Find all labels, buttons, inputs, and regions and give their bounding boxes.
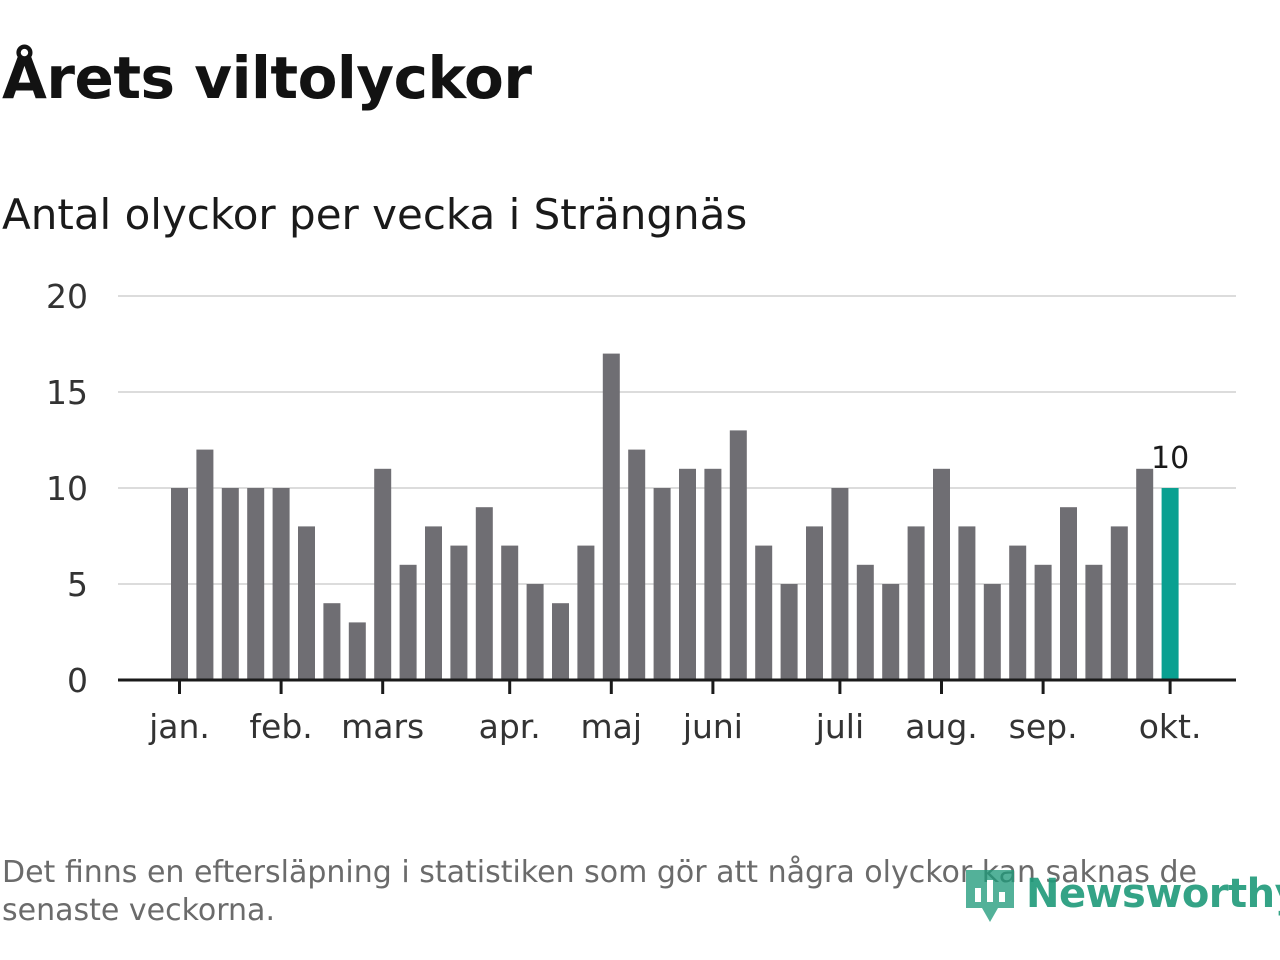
bar — [1085, 564, 1103, 680]
bar — [882, 584, 900, 680]
bar — [552, 603, 569, 680]
x-tick-label: maj — [581, 707, 643, 746]
bar — [450, 545, 468, 680]
bar — [399, 564, 417, 680]
bar — [933, 468, 950, 680]
x-tick-label: aug. — [905, 707, 978, 746]
bar — [653, 488, 671, 680]
bar — [679, 468, 696, 680]
y-tick-label: 5 — [67, 565, 88, 604]
bar — [958, 526, 976, 680]
bar — [1110, 526, 1128, 680]
bar — [298, 526, 315, 680]
bar — [729, 430, 747, 680]
bar — [272, 488, 290, 680]
bar — [856, 564, 874, 680]
bar — [425, 526, 442, 680]
x-tick-label: sep. — [1009, 707, 1078, 746]
y-tick-label: 0 — [67, 661, 88, 700]
bar — [374, 468, 392, 680]
bar — [577, 545, 595, 680]
x-tick-label: feb. — [249, 707, 312, 746]
bar-chart: 0 5 10 15 20 jan. feb. mars apr. maj juni juli aug.… — [46, 277, 1236, 746]
y-tick-label: 20 — [46, 277, 88, 316]
y-axis-ticks: 0 5 10 15 20 — [46, 277, 88, 700]
bar — [755, 545, 773, 680]
bar — [704, 468, 722, 680]
bar — [501, 545, 519, 680]
chart-title: Årets viltolyckor — [2, 44, 532, 112]
x-tick-label: jan. — [148, 707, 210, 746]
newsworthy-logo: Newsworthy — [964, 862, 1280, 926]
y-tick-label: 15 — [46, 373, 88, 412]
bar — [196, 449, 214, 680]
bar — [1009, 545, 1027, 680]
bar — [348, 622, 366, 680]
bar — [221, 488, 239, 680]
newsworthy-logo-icon — [966, 870, 1014, 922]
x-tick-label: mars — [341, 707, 424, 746]
x-tick-label: juli — [815, 707, 864, 746]
x-tick-label: juni — [682, 707, 743, 746]
bar — [1034, 564, 1052, 680]
highlight-data-label: 10 — [1151, 441, 1189, 476]
bar — [780, 584, 798, 680]
x-axis-ticks: jan. feb. mars apr. maj juni juli aug. sep. okt. — [148, 680, 1201, 746]
bar — [907, 526, 925, 680]
bar — [831, 488, 849, 680]
bar — [475, 507, 493, 680]
bar — [1060, 507, 1077, 680]
x-tick-label: okt. — [1139, 707, 1202, 746]
bar-highlighted — [1161, 488, 1179, 680]
data-labels: 10 — [1151, 441, 1189, 476]
bars — [171, 353, 1179, 680]
newsworthy-logo-text: Newsworthy — [1026, 871, 1280, 917]
chart-subtitle: Antal olyckor per vecka i Strängnäs — [2, 190, 748, 239]
bar — [628, 449, 646, 680]
bar — [983, 584, 1001, 680]
x-tick-label: apr. — [479, 707, 541, 746]
bar — [171, 488, 188, 680]
bar — [526, 584, 544, 680]
bar — [247, 488, 265, 680]
y-tick-label: 10 — [46, 469, 88, 508]
bar — [602, 353, 620, 680]
bar — [806, 526, 823, 680]
bar — [1136, 468, 1154, 680]
bar — [323, 603, 341, 680]
